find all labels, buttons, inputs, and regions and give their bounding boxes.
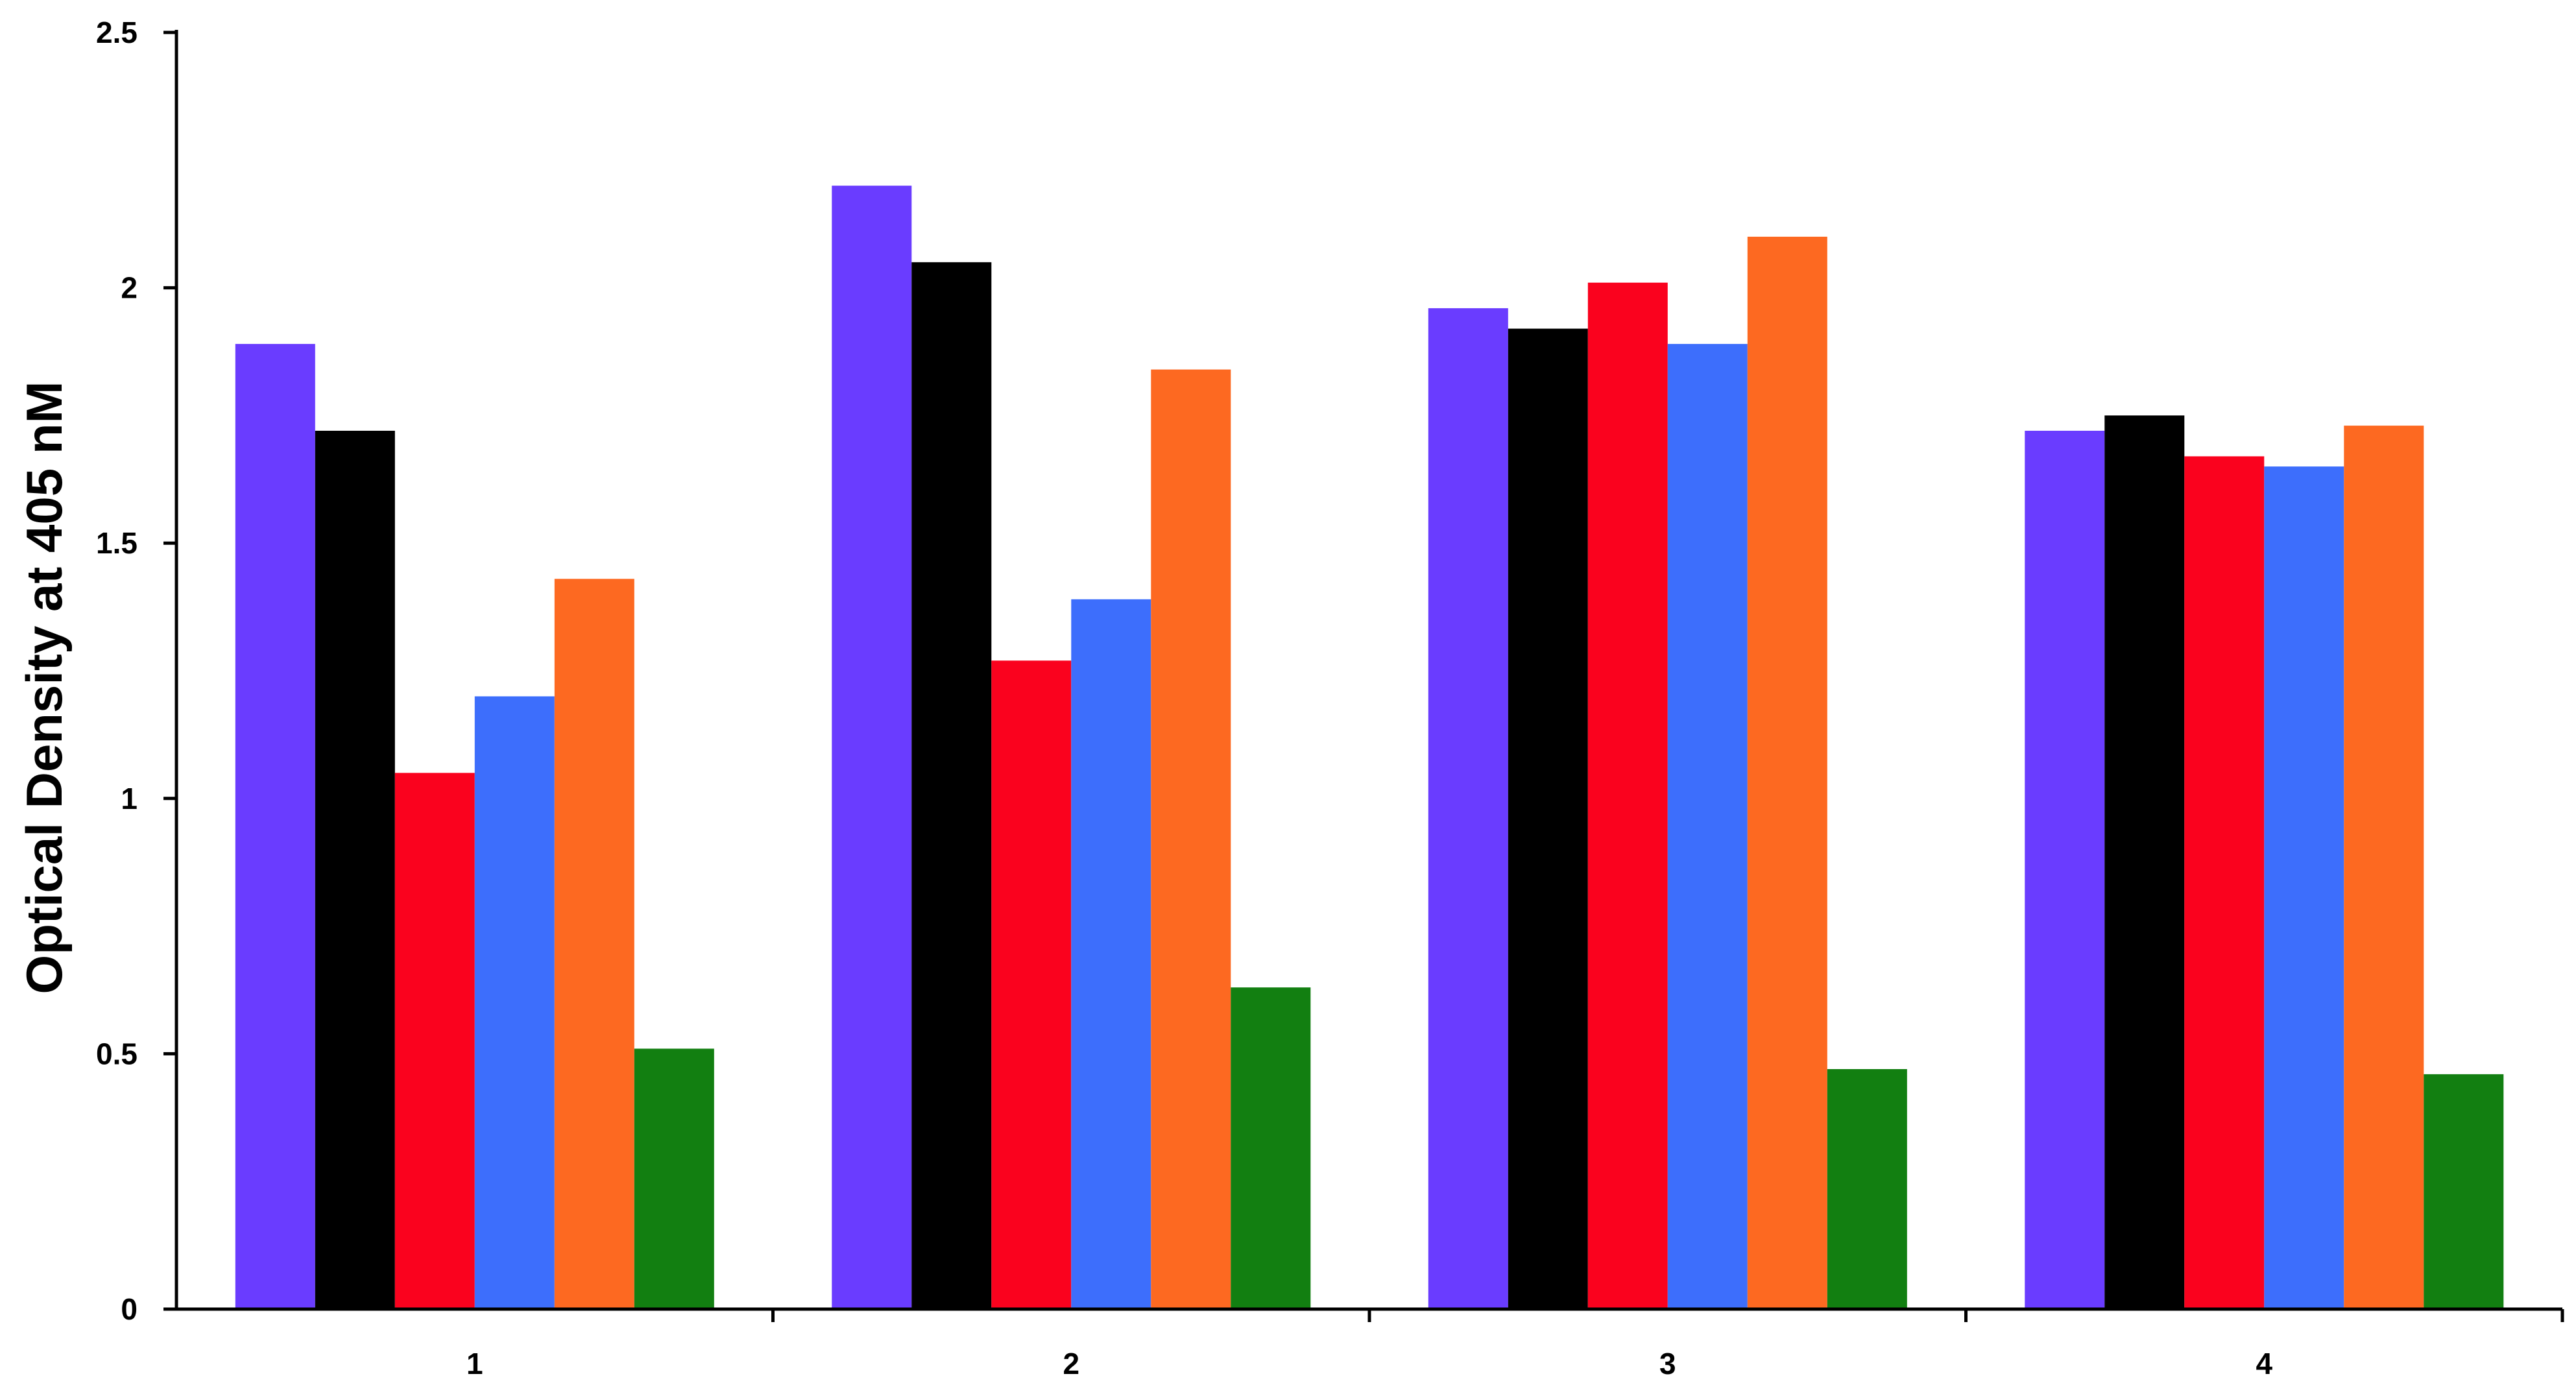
bar-cat3-series3 xyxy=(1587,282,1668,1310)
bar-cat4-series2 xyxy=(2104,415,2185,1309)
bar-cat2-series4 xyxy=(1071,599,1151,1309)
bar-cat1-series6 xyxy=(634,1048,714,1309)
bar-cat1-series1 xyxy=(235,344,315,1310)
axes-group xyxy=(163,30,2564,1322)
bar-cat3-series5 xyxy=(1747,236,1827,1309)
bar-cat3-series2 xyxy=(1508,328,1588,1310)
y-tick-label: 2 xyxy=(121,271,138,305)
x-tick-label: 1 xyxy=(466,1347,483,1380)
x-tick-label: 2 xyxy=(1063,1347,1079,1380)
bars-group xyxy=(235,186,2504,1310)
bar-cat4-series1 xyxy=(2025,431,2105,1309)
bar-cat2-series2 xyxy=(911,262,992,1310)
bar-cat1-series3 xyxy=(394,773,475,1309)
bar-cat4-series5 xyxy=(2344,426,2424,1309)
x-tick-label: 3 xyxy=(1659,1347,1676,1380)
x-tick-label: 4 xyxy=(2256,1347,2272,1380)
y-tick-label: 1.5 xyxy=(96,526,138,560)
bar-cat3-series6 xyxy=(1827,1069,1907,1309)
bar-cat2-series3 xyxy=(991,660,1072,1309)
bar-cat2-series1 xyxy=(832,186,912,1310)
y-tick-label: 1 xyxy=(121,782,138,815)
y-tick-label: 0 xyxy=(121,1292,138,1326)
y-tick-label: 0.5 xyxy=(96,1037,138,1070)
bar-cat1-series4 xyxy=(474,696,555,1309)
bar-cat1-series2 xyxy=(315,431,395,1309)
y-axis-title: Optical Density at 405 nM xyxy=(16,381,73,994)
y-tick-label: 2.5 xyxy=(96,16,138,49)
bar-cat1-series5 xyxy=(554,579,634,1309)
bar-cat3-series1 xyxy=(1428,308,1508,1310)
bar-cat3-series4 xyxy=(1667,344,1748,1310)
bar-cat2-series5 xyxy=(1151,369,1231,1309)
bar-cat2-series6 xyxy=(1231,987,1311,1309)
labels-group: 0 0.5 1 1.5 2 2.5 1 2 3 4 xyxy=(96,16,2272,1380)
bar-cat4-series3 xyxy=(2184,456,2265,1309)
bar-cat4-series4 xyxy=(2264,466,2344,1309)
bar-cat4-series6 xyxy=(2424,1074,2504,1309)
